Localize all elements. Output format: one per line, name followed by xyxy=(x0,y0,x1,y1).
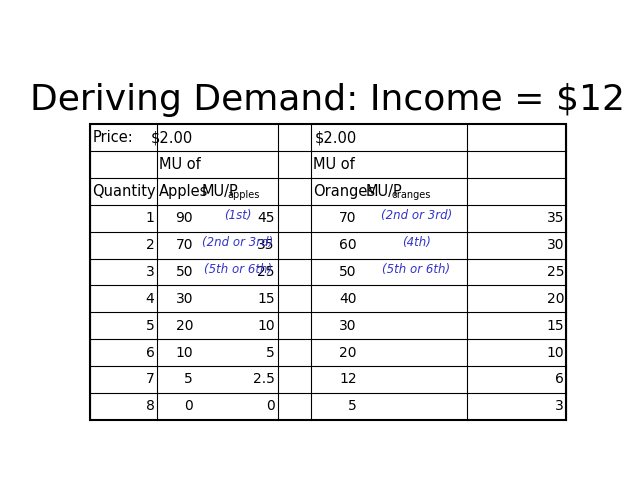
Text: 15: 15 xyxy=(257,292,275,306)
Text: $2.00: $2.00 xyxy=(314,130,356,145)
Text: 20: 20 xyxy=(547,292,564,306)
Text: 10: 10 xyxy=(257,319,275,333)
Text: 5: 5 xyxy=(348,399,356,413)
Text: Apples: Apples xyxy=(159,184,209,199)
Text: 10: 10 xyxy=(175,346,193,360)
Text: 25: 25 xyxy=(547,265,564,279)
Text: 7: 7 xyxy=(146,372,154,386)
Text: MU/P: MU/P xyxy=(202,184,238,199)
Text: 50: 50 xyxy=(339,265,356,279)
Text: MU/P: MU/P xyxy=(365,184,402,199)
Text: Oranges: Oranges xyxy=(313,184,375,199)
Text: Quantity: Quantity xyxy=(92,184,156,199)
Text: 70: 70 xyxy=(339,211,356,225)
Text: 15: 15 xyxy=(547,319,564,333)
Text: 5: 5 xyxy=(146,319,154,333)
Text: 50: 50 xyxy=(175,265,193,279)
Text: (5th or 6th): (5th or 6th) xyxy=(204,263,272,276)
Text: 30: 30 xyxy=(547,238,564,252)
Text: 30: 30 xyxy=(339,319,356,333)
Text: 35: 35 xyxy=(257,238,275,252)
Text: (2nd or 3rd): (2nd or 3rd) xyxy=(202,236,273,250)
Text: (1st): (1st) xyxy=(224,209,252,223)
Text: 70: 70 xyxy=(175,238,193,252)
Text: 40: 40 xyxy=(339,292,356,306)
Text: (2nd or 3rd): (2nd or 3rd) xyxy=(381,209,452,223)
Text: 5: 5 xyxy=(266,346,275,360)
Text: MU of: MU of xyxy=(313,157,355,172)
Text: 20: 20 xyxy=(339,346,356,360)
Text: 30: 30 xyxy=(175,292,193,306)
Text: 3: 3 xyxy=(556,399,564,413)
Text: 45: 45 xyxy=(257,211,275,225)
Text: MU of: MU of xyxy=(159,157,201,172)
Text: 2: 2 xyxy=(146,238,154,252)
Text: 6: 6 xyxy=(556,372,564,386)
Text: Deriving Demand: Income = $12: Deriving Demand: Income = $12 xyxy=(31,84,625,118)
Text: 6: 6 xyxy=(145,346,154,360)
Text: apples: apples xyxy=(228,190,260,200)
Text: 60: 60 xyxy=(339,238,356,252)
Text: 90: 90 xyxy=(175,211,193,225)
Text: 35: 35 xyxy=(547,211,564,225)
Text: 20: 20 xyxy=(175,319,193,333)
Text: 3: 3 xyxy=(146,265,154,279)
Text: 8: 8 xyxy=(145,399,154,413)
Text: (4th): (4th) xyxy=(402,236,431,250)
Text: 0: 0 xyxy=(266,399,275,413)
Text: 10: 10 xyxy=(547,346,564,360)
Text: 0: 0 xyxy=(184,399,193,413)
Text: 25: 25 xyxy=(257,265,275,279)
Text: $2.00: $2.00 xyxy=(151,130,193,145)
Text: oranges: oranges xyxy=(392,190,431,200)
Text: Price:: Price: xyxy=(92,130,133,145)
Text: (5th or 6th): (5th or 6th) xyxy=(382,263,451,276)
Text: 2.5: 2.5 xyxy=(253,372,275,386)
Text: 4: 4 xyxy=(146,292,154,306)
Text: 12: 12 xyxy=(339,372,356,386)
Text: 5: 5 xyxy=(184,372,193,386)
Text: 1: 1 xyxy=(145,211,154,225)
